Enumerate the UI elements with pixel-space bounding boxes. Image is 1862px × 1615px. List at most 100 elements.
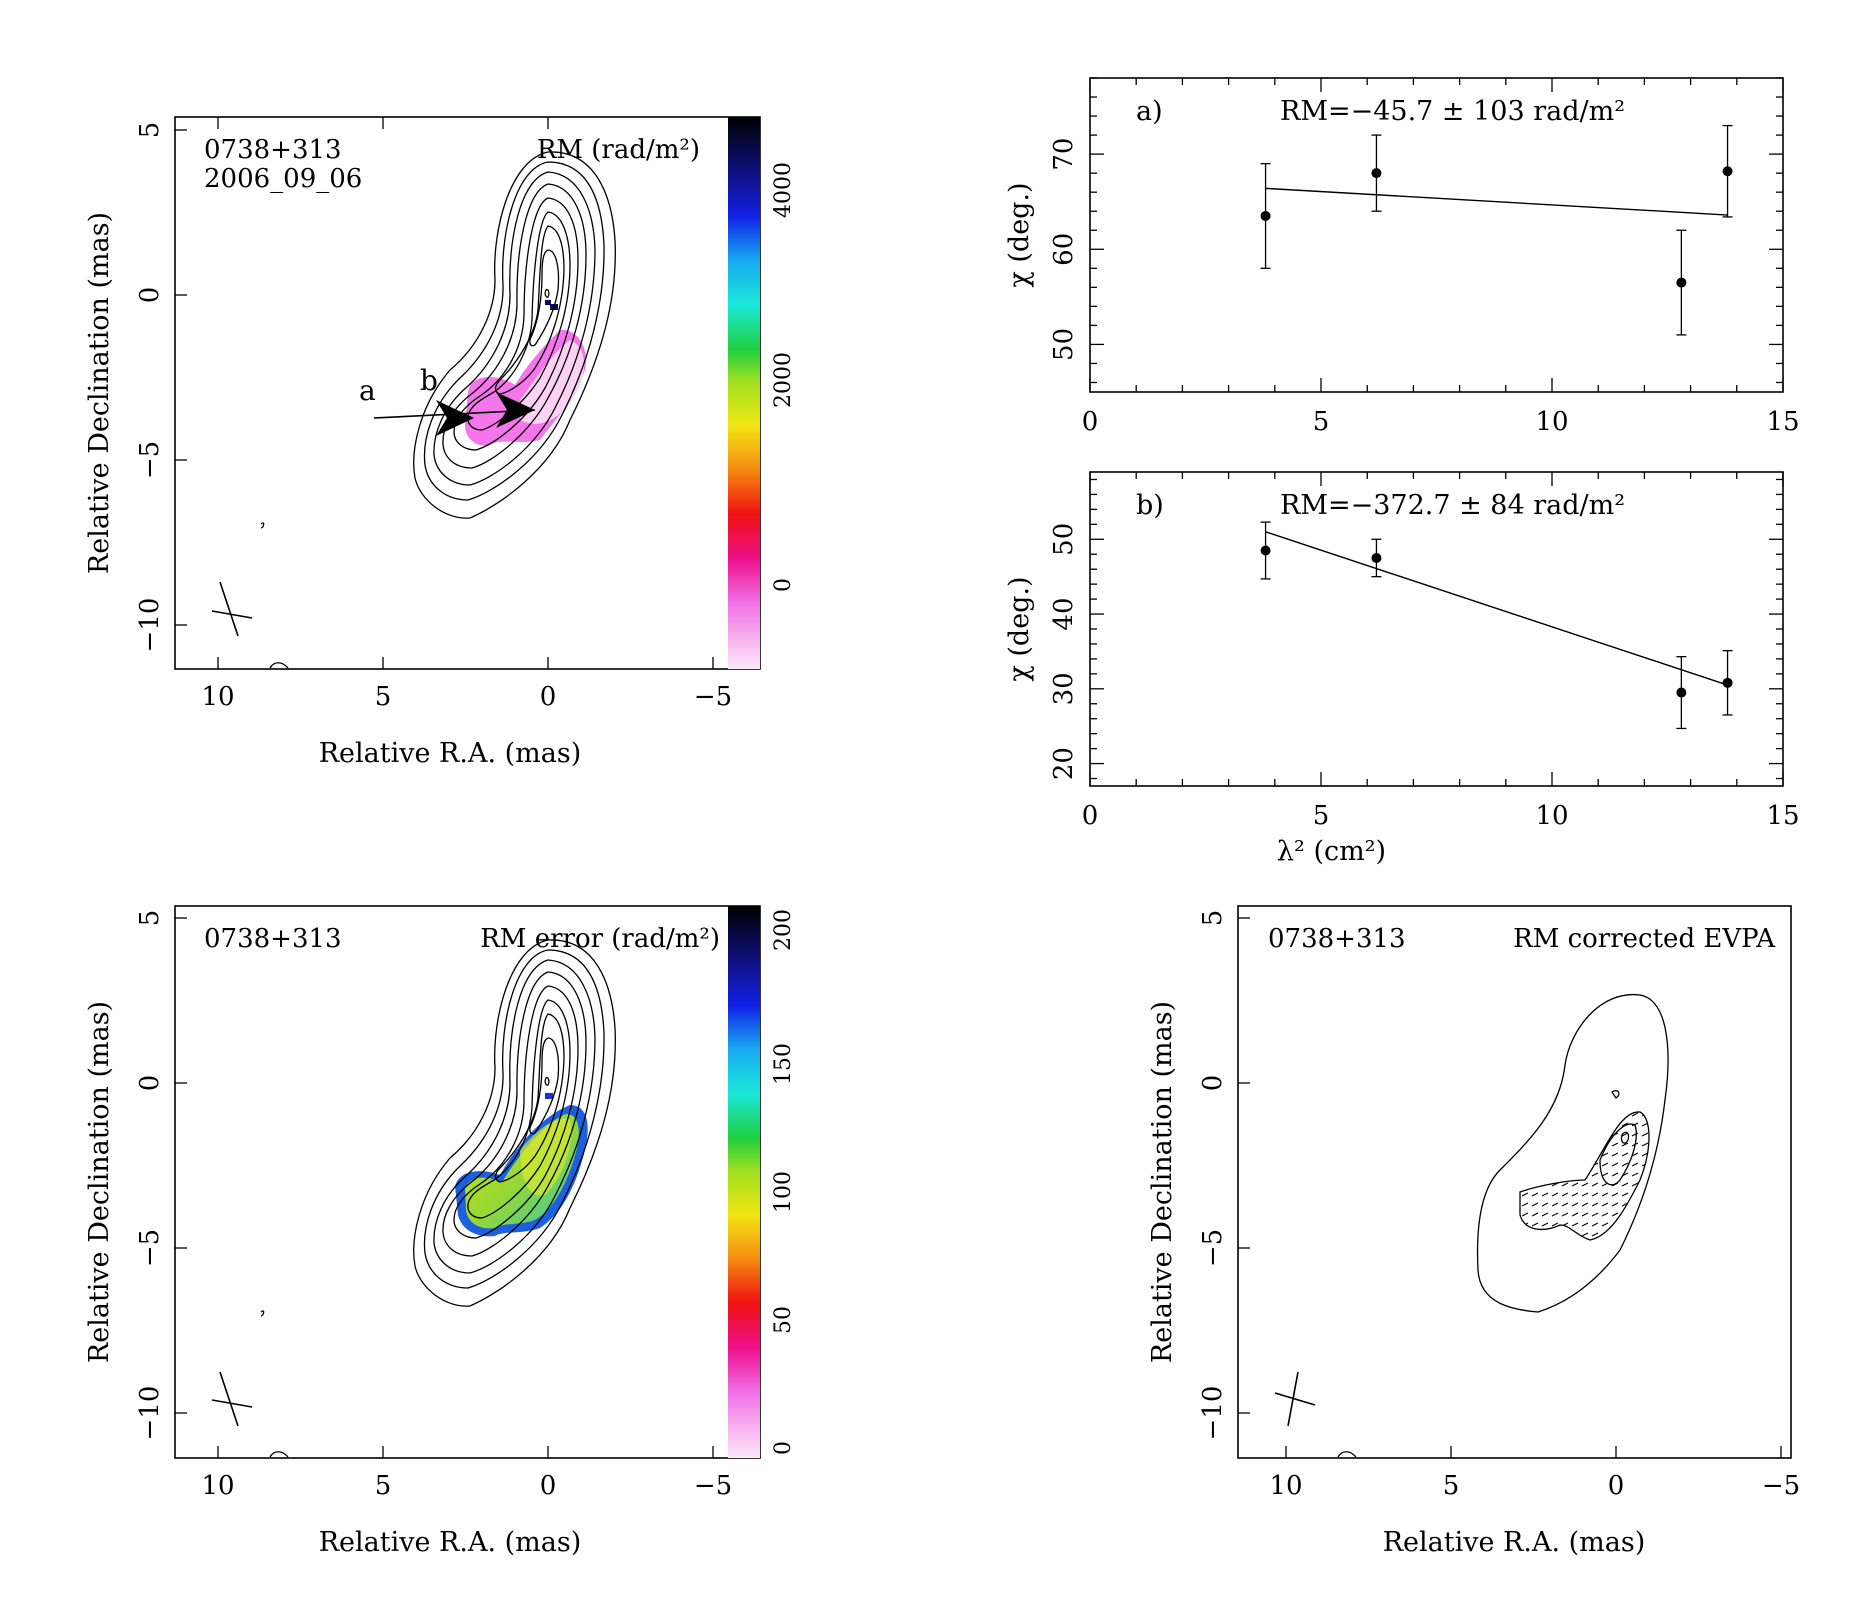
rm-error-xlabel: Relative R.A. (mas) <box>319 1527 582 1558</box>
rm-source-label: 0738+313 <box>204 135 342 165</box>
rm-map-title: RM (rad/m²) <box>537 135 700 165</box>
y-tick-label: 70 <box>1049 138 1079 171</box>
svg-text:0: 0 <box>135 1075 165 1092</box>
svg-text:−5: −5 <box>135 441 165 479</box>
svg-text:200: 200 <box>771 909 796 951</box>
fit-line <box>1265 531 1728 686</box>
evpa-xlabel: Relative R.A. (mas) <box>1383 1527 1646 1558</box>
rm-ytick-labels: 5 0 −5 −10 <box>135 122 165 653</box>
svg-text:0: 0 <box>540 682 557 712</box>
rm-xtick-labels: 10 5 0 −5 <box>201 682 732 712</box>
rm-error-contours <box>260 939 616 1458</box>
marker-a: a <box>359 374 376 407</box>
evpa-beam <box>1274 1371 1316 1427</box>
rm-epoch-label: 2006_09_06 <box>204 164 362 194</box>
x-axis-label: λ² (cm²) <box>1277 836 1386 867</box>
rm-map-ticks <box>175 117 714 669</box>
evpa-frame <box>1237 905 1792 1459</box>
svg-text:−5: −5 <box>694 1471 732 1501</box>
evpa-source-label: 0738+313 <box>1268 924 1406 954</box>
rm-annotation: RM=−372.7 ± 84 rad/m² <box>1280 490 1625 521</box>
plot-frame <box>1089 77 1784 393</box>
y-tick-label: 20 <box>1049 747 1079 780</box>
evpa-title: RM corrected EVPA <box>1513 924 1776 954</box>
rm-annotation: RM=−45.7 ± 103 rad/m² <box>1280 96 1625 127</box>
marker-b: b <box>420 364 438 397</box>
rm-fit-panel-b: 0 5 10 15 20 30 40 50 b) RM=−372.7 ± 84 rad/m² χ (… <box>1004 471 1800 867</box>
fit-line <box>1265 187 1728 216</box>
x-tick-label: 5 <box>1313 407 1330 437</box>
y-tick-label: 30 <box>1049 672 1079 705</box>
data-point <box>1260 210 1271 221</box>
rm-slice-arrows <box>373 392 536 436</box>
data-point <box>1722 166 1733 177</box>
evpa-ylabel: Relative Declination (mas) <box>1147 1001 1178 1363</box>
svg-text:0: 0 <box>1198 1075 1228 1092</box>
arrow-a-head <box>436 400 474 436</box>
rm-error-source-label: 0738+313 <box>204 924 342 954</box>
y-tick-label: 60 <box>1049 233 1079 266</box>
data-point <box>1260 545 1271 556</box>
x-tick-label: 0 <box>1082 801 1099 831</box>
svg-text:−5: −5 <box>694 682 732 712</box>
svg-text:0: 0 <box>540 1471 557 1501</box>
svg-text:−5: −5 <box>1762 1471 1800 1501</box>
panel-label: b) <box>1136 490 1164 521</box>
evpa-contours <box>1337 994 1669 1458</box>
data-point <box>1676 277 1687 288</box>
svg-text:−10: −10 <box>1198 1386 1228 1441</box>
x-tick-label: 0 <box>1082 407 1099 437</box>
svg-text:5: 5 <box>135 910 165 927</box>
svg-text:50: 50 <box>771 1306 796 1334</box>
svg-text:0: 0 <box>1608 1471 1625 1501</box>
evpa-panel: 0738+313 RM corrected EVPA 10 5 0 −5 5 0… <box>1147 905 1800 1558</box>
svg-text:2000: 2000 <box>771 352 796 408</box>
svg-text:−10: −10 <box>135 598 165 653</box>
rm-beam <box>211 581 253 637</box>
rm-ylabel: Relative Declination (mas) <box>84 212 115 574</box>
panel-label: a) <box>1136 96 1163 127</box>
rm-error-colorbar <box>728 906 760 1458</box>
rm-error-title: RM error (rad/m²) <box>480 924 720 954</box>
rm-error-colorbar-labels: 200 150 100 50 0 <box>771 909 796 1455</box>
arrow-b-head <box>496 392 535 428</box>
svg-text:5: 5 <box>375 1471 392 1501</box>
x-tick-label: 10 <box>1535 801 1568 831</box>
x-tick-label: 10 <box>1535 407 1568 437</box>
x-tick-label: 5 <box>1313 801 1330 831</box>
x-tick-label: 15 <box>1766 801 1799 831</box>
rm-error-beam <box>211 1371 253 1427</box>
rm-colorbar <box>728 117 760 669</box>
rm-colorbar-labels: 4000 2000 0 <box>771 162 796 592</box>
data-point <box>1371 168 1382 179</box>
svg-text:100: 100 <box>771 1171 796 1213</box>
rm-xlabel: Relative R.A. (mas) <box>319 738 582 769</box>
data-point <box>1371 552 1382 563</box>
y-tick-label: 50 <box>1049 523 1079 556</box>
rm-map-frame <box>174 116 761 670</box>
rm-error-ylabel: Relative Declination (mas) <box>84 1001 115 1363</box>
y-axis-label: χ (deg.) <box>1004 182 1035 287</box>
svg-text:4000: 4000 <box>771 162 796 218</box>
rm-map-contours <box>260 151 616 669</box>
svg-text:0: 0 <box>771 578 796 592</box>
svg-text:150: 150 <box>771 1043 796 1085</box>
svg-text:5: 5 <box>135 122 165 139</box>
svg-text:5: 5 <box>1443 1471 1460 1501</box>
rm-fit-panel-a: 0 5 10 15 50 60 70 a) RM=−45.7 ± 103 rad/m² χ (de… <box>1004 77 1800 437</box>
svg-text:10: 10 <box>1269 1471 1302 1501</box>
svg-text:−5: −5 <box>135 1229 165 1267</box>
rm-map-panel: a b 0738+313 2006_09_06 RM (rad/m²) 10 5… <box>84 116 796 769</box>
y-tick-label: 50 <box>1049 328 1079 361</box>
svg-text:0: 0 <box>771 1441 796 1455</box>
data-point <box>1676 687 1687 698</box>
svg-text:0: 0 <box>135 287 165 304</box>
svg-text:10: 10 <box>201 682 234 712</box>
y-tick-label: 40 <box>1049 598 1079 631</box>
svg-text:−5: −5 <box>1198 1229 1228 1267</box>
evpa-vector-region <box>1519 1111 1650 1241</box>
svg-text:5: 5 <box>1198 910 1228 927</box>
y-axis-label: χ (deg.) <box>1004 576 1035 681</box>
x-tick-label: 15 <box>1766 407 1799 437</box>
